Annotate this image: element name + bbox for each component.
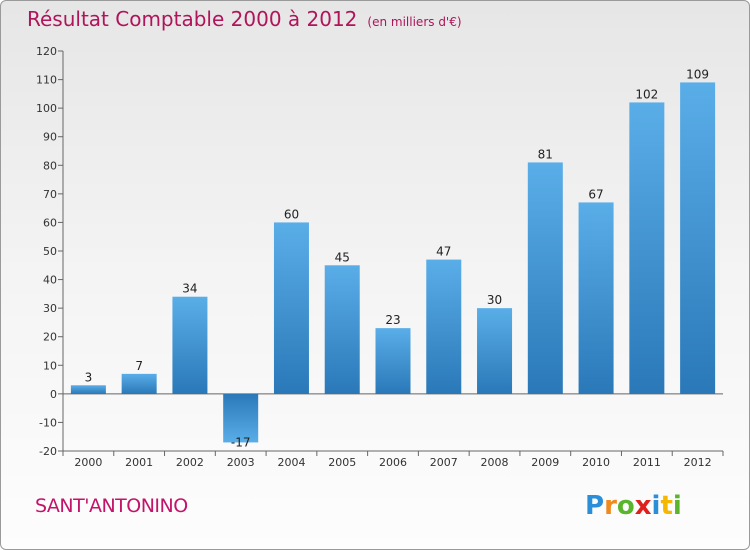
bar-2006: [375, 328, 411, 394]
chart-title: Résultat Comptable 2000 à 2012 (en millie…: [27, 7, 462, 31]
x-tick-label: 2006: [379, 456, 407, 469]
x-tick-label: 2010: [582, 456, 610, 469]
data-label-2003: -17: [231, 435, 251, 449]
y-tick-label: -10: [39, 416, 57, 429]
logo-letter: t: [660, 491, 673, 521]
y-tick-label: 70: [43, 188, 57, 201]
bar-2008: [477, 308, 513, 394]
logo-letter: r: [604, 491, 617, 521]
data-label-2011: 102: [635, 87, 658, 101]
data-label-2008: 30: [487, 293, 502, 307]
y-tick-label: 90: [43, 131, 57, 144]
axes-group: -20 -10 0 10 20 30 40 50 60 70 80 90 100 110 120 2000 20…: [36, 45, 724, 469]
data-label-2001: 7: [135, 359, 143, 373]
bar-2001: [121, 373, 157, 394]
data-label-2010: 67: [588, 187, 603, 201]
bar-2007: [426, 259, 462, 394]
data-label-2012: 109: [686, 67, 709, 81]
data-label-2007: 47: [436, 245, 451, 259]
chart-unit-text: (en milliers d'€): [367, 15, 462, 29]
x-tick-label: 2009: [531, 456, 559, 469]
x-tick-label: 2005: [328, 456, 356, 469]
y-tick-label: 80: [43, 159, 57, 172]
bar-2011: [629, 102, 665, 394]
bar-2000: [70, 385, 106, 394]
bars-group: [70, 82, 716, 443]
y-tick-label: 20: [43, 331, 57, 344]
logo-letter: i: [672, 491, 682, 521]
y-tick-label: 30: [43, 302, 57, 315]
y-tick-label: 50: [43, 245, 57, 258]
y-tick-label: 40: [43, 274, 57, 287]
y-tick-label: 0: [50, 388, 57, 401]
x-tick-label: 2000: [74, 456, 102, 469]
data-label-2006: 23: [385, 313, 400, 327]
bar-2012: [680, 82, 716, 394]
x-tick-label: 2002: [176, 456, 204, 469]
x-tick-label: 2001: [125, 456, 153, 469]
bar-2010: [578, 202, 614, 394]
bar-2004: [273, 222, 309, 394]
logo-letter: i: [651, 491, 661, 521]
data-label-2000: 3: [85, 370, 93, 384]
logo-letter: x: [634, 491, 652, 521]
bar-2003: [223, 393, 259, 443]
bar-2002: [172, 296, 208, 394]
commune-name: SANT'ANTONINO: [35, 495, 188, 517]
bar-2005: [324, 265, 360, 394]
y-tick-label: 120: [36, 45, 57, 58]
data-label-2009: 81: [538, 147, 553, 161]
x-tick-label: 2008: [481, 456, 509, 469]
x-tick-label: 2004: [277, 456, 305, 469]
x-tick-label: 2007: [430, 456, 458, 469]
x-tick-label: 2012: [684, 456, 712, 469]
y-tick-label: 100: [36, 102, 57, 115]
y-tick-label: -20: [39, 445, 57, 458]
data-label-2005: 45: [335, 250, 350, 264]
proxiti-logo: Proxiti: [585, 491, 682, 521]
labels-group: 3 7 34 -17 60 45 23 47 30 81 67 102 109: [85, 67, 710, 449]
y-tick-label: 110: [36, 74, 57, 87]
logo-letter: o: [616, 491, 635, 521]
y-tick-label: 60: [43, 216, 57, 229]
chart-title-text: Résultat Comptable 2000 à 2012: [27, 7, 358, 31]
data-label-2004: 60: [284, 207, 299, 221]
data-label-2002: 34: [182, 282, 197, 296]
x-tick-label: 2011: [633, 456, 661, 469]
logo-letter: P: [585, 491, 605, 521]
bar-2009: [527, 162, 563, 394]
x-tick-label: 2003: [227, 456, 255, 469]
y-tick-label: 10: [43, 359, 57, 372]
